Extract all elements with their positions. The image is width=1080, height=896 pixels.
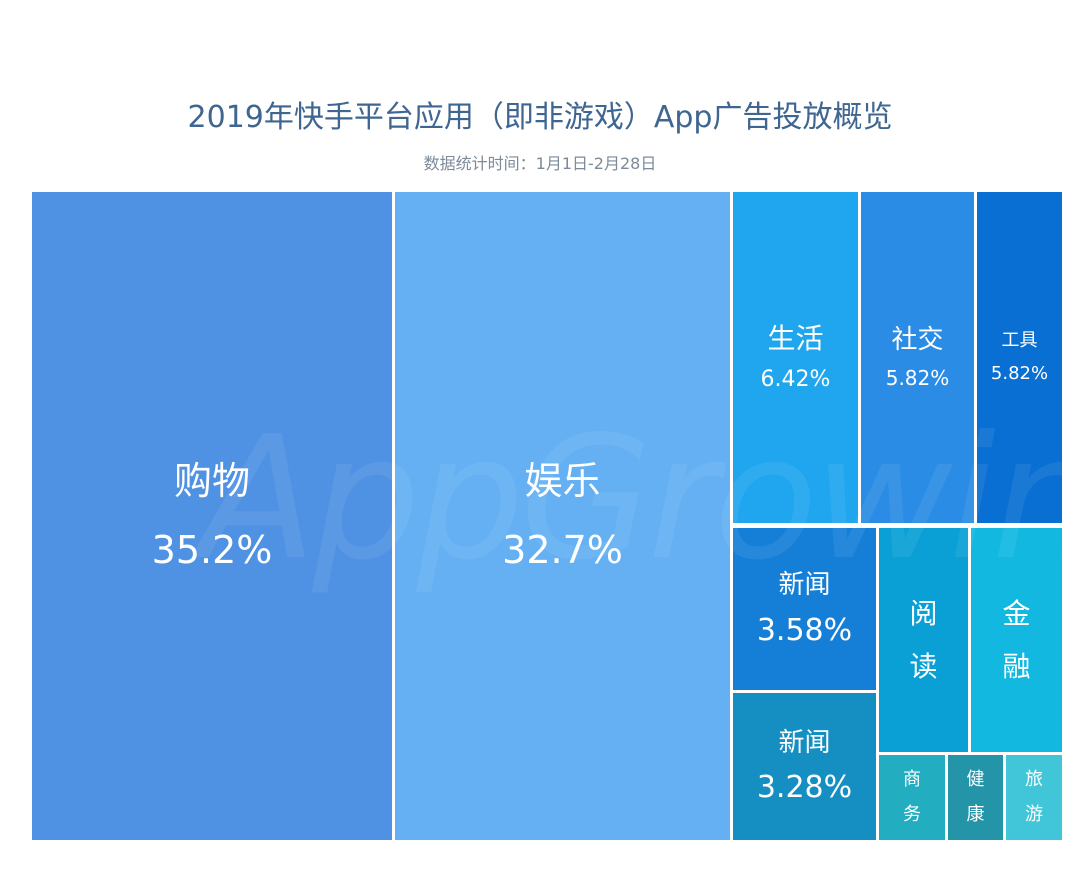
treemap-cell: 生活 6.42% bbox=[733, 192, 858, 523]
treemap-cell: 新闻 3.28% bbox=[733, 693, 876, 840]
cell-value: 3.58% bbox=[756, 612, 853, 648]
cell-value: 5.82% bbox=[885, 366, 950, 391]
cell-name: 娱乐 bbox=[524, 458, 601, 503]
treemap-cell: 健康 bbox=[948, 755, 1003, 840]
treemap-cell: 商务 bbox=[879, 755, 945, 840]
treemap-cell: 社交 5.82% bbox=[861, 192, 974, 523]
cell-name: 社交 bbox=[891, 324, 944, 355]
cell-name: 健康 bbox=[966, 769, 985, 825]
cell-name: 新闻 bbox=[778, 727, 831, 758]
treemap-cell: 娱乐 32.7% bbox=[395, 192, 730, 840]
cell-name: 新闻 bbox=[778, 570, 831, 600]
treemap-cell: 新闻 3.58% bbox=[733, 528, 876, 690]
cell-name: 旅游 bbox=[1024, 769, 1043, 825]
treemap-cell: 阅读 bbox=[879, 528, 968, 752]
cell-name: 生活 bbox=[767, 322, 824, 356]
cell-name: 金融 bbox=[1002, 596, 1031, 683]
cell-name: 商务 bbox=[902, 769, 921, 825]
treemap-cell: 购物 35.2% bbox=[32, 192, 392, 840]
treemap-cell: 金融 bbox=[971, 528, 1062, 752]
cell-value: 35.2% bbox=[151, 528, 273, 572]
cell-name: 购物 bbox=[173, 458, 250, 503]
treemap-cell: 旅游 bbox=[1006, 755, 1062, 840]
chart-subtitle: 数据统计时间：1月1日-2月28日 bbox=[423, 154, 657, 173]
cell-name: 工具 bbox=[1001, 330, 1038, 351]
cell-value: 6.42% bbox=[760, 367, 831, 393]
cell-name: 阅读 bbox=[909, 596, 938, 683]
cell-value: 3.28% bbox=[756, 770, 853, 805]
cell-value: 32.7% bbox=[502, 528, 623, 572]
cell-value: 5.82% bbox=[990, 362, 1049, 384]
treemap-cell: 工具 5.82% bbox=[977, 192, 1062, 523]
chart-title: 2019年快手平台应用（即非游戏）App广告投放概览 bbox=[187, 100, 893, 135]
